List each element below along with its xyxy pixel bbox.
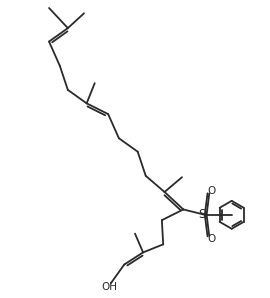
Text: OH: OH [102,282,117,291]
Text: O: O [207,234,216,244]
Text: O: O [207,186,216,195]
Text: S: S [198,208,205,221]
